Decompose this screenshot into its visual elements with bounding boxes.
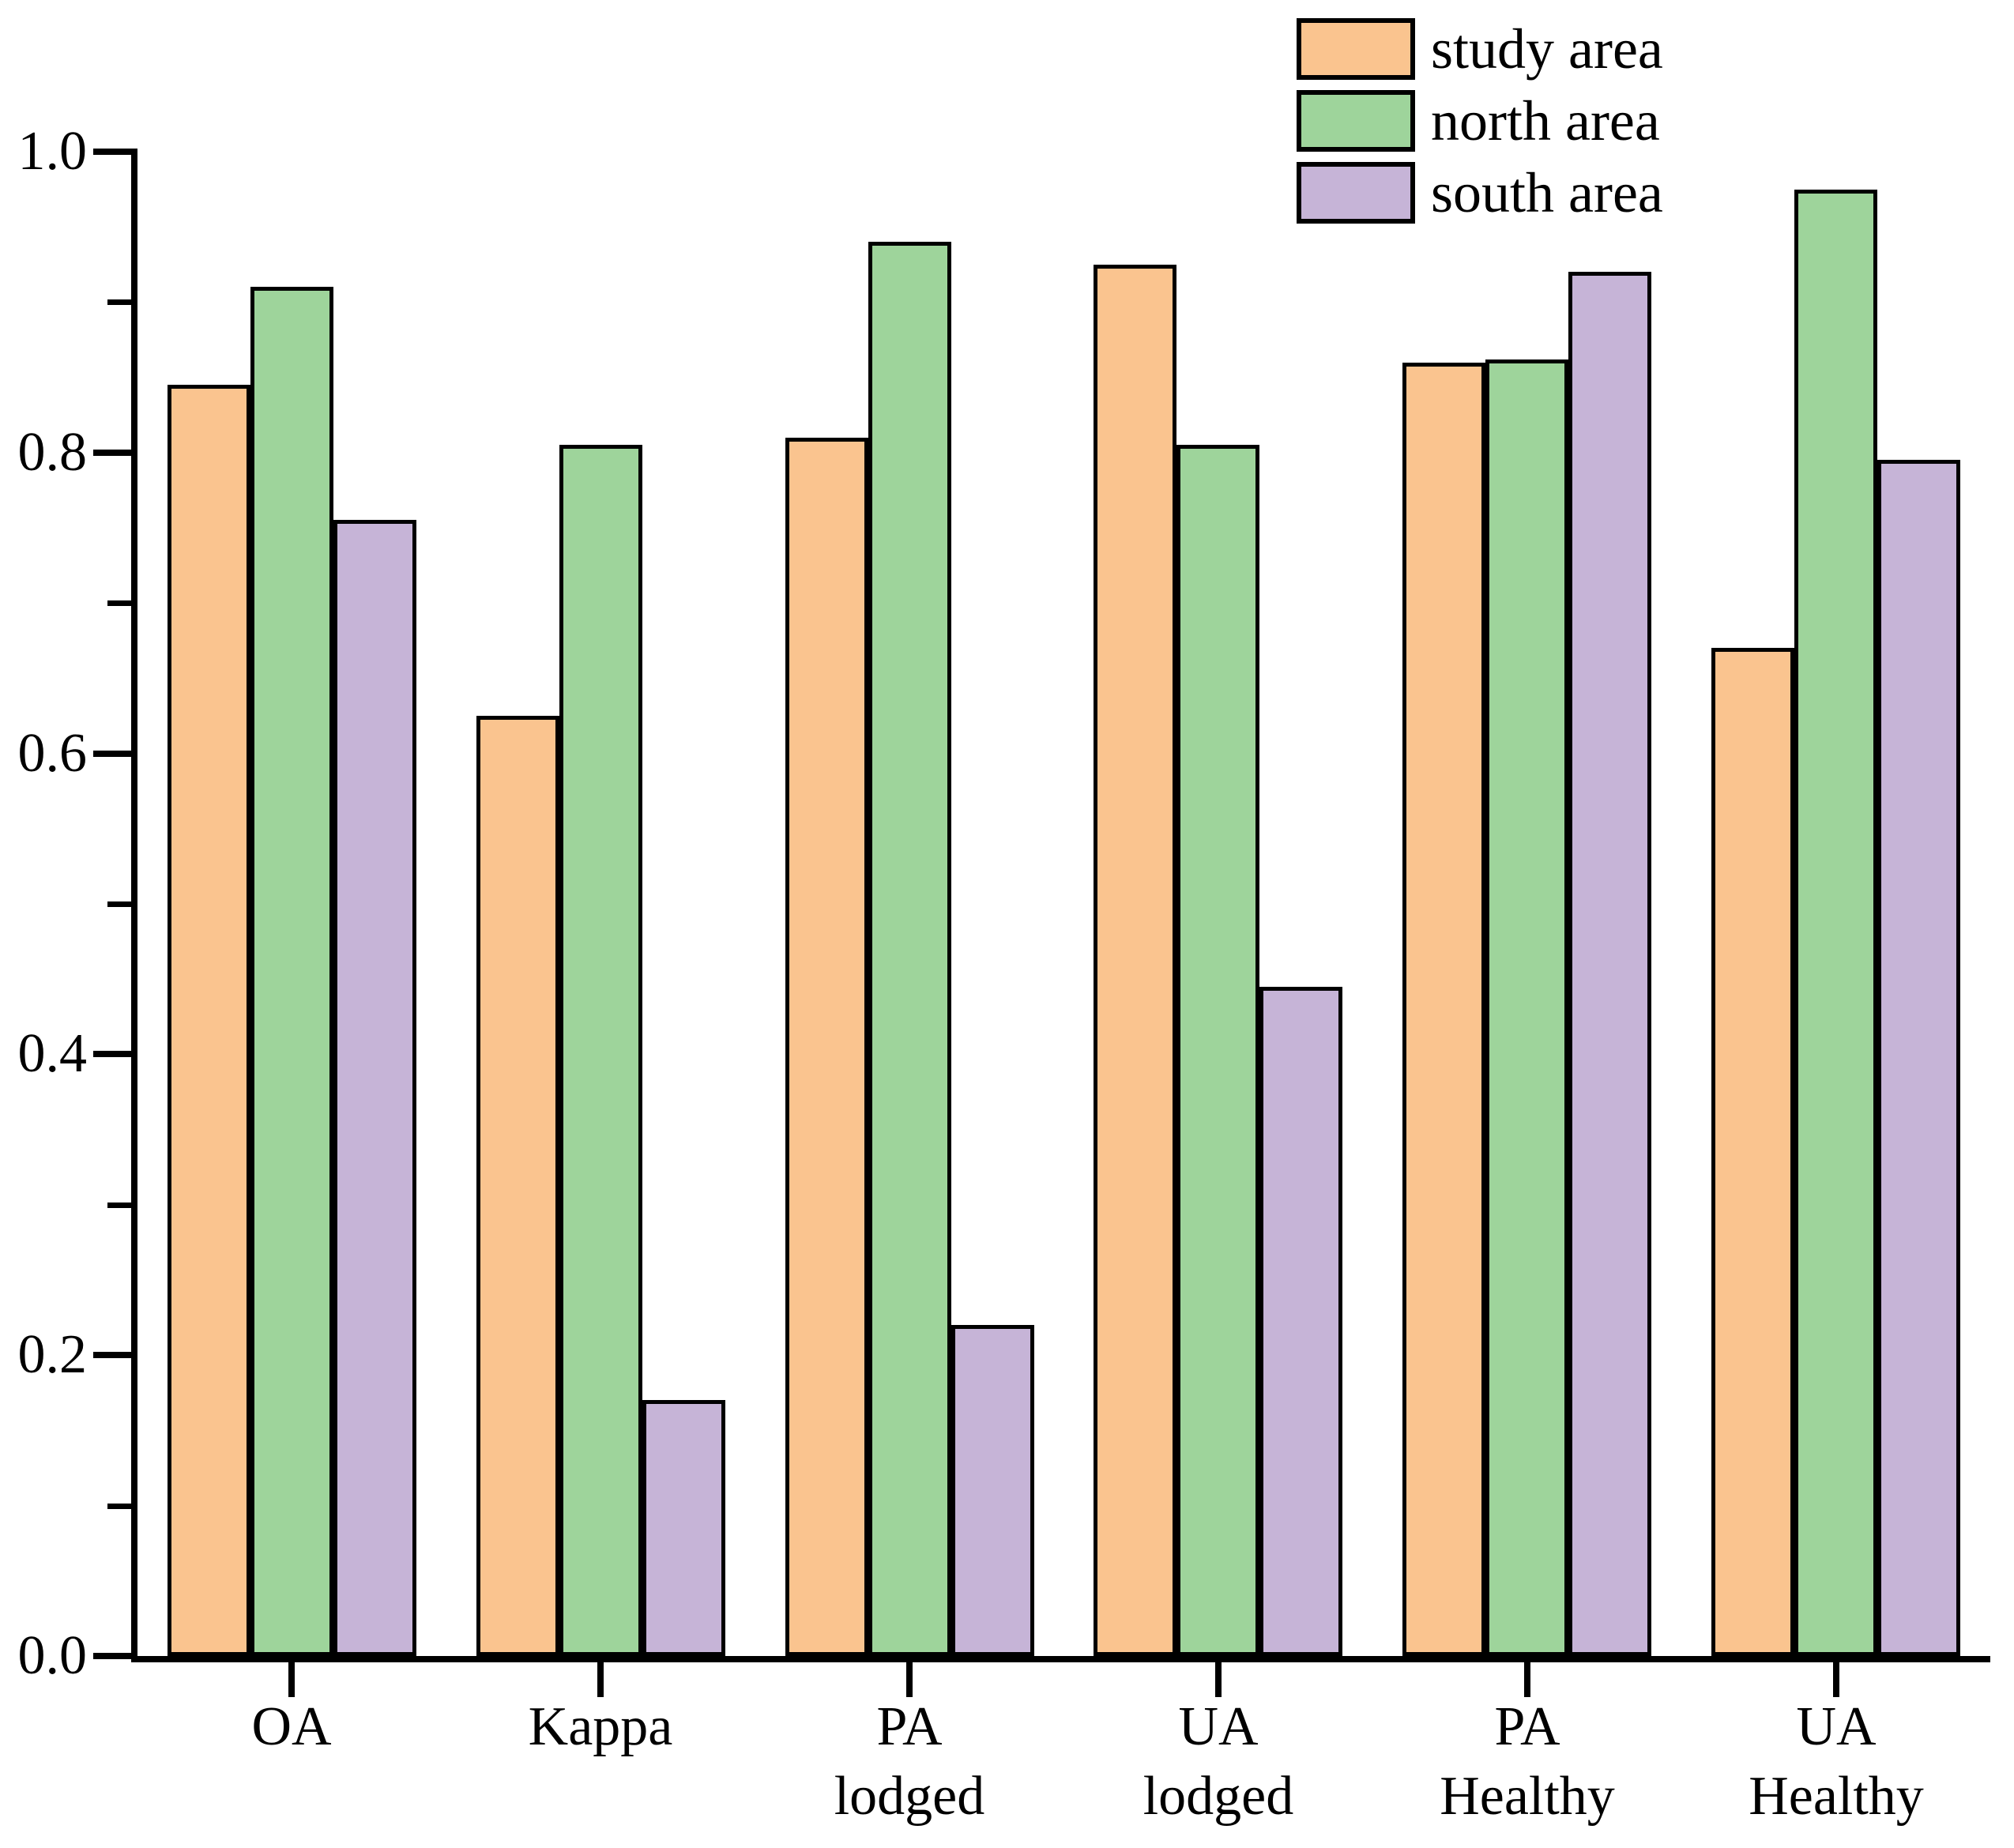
category-label-line1: PA	[876, 1696, 943, 1757]
legend-item-study-area: study area	[1297, 17, 1663, 81]
legend: study area north area south area	[1297, 17, 1663, 233]
x-category-label-oa: OA	[94, 1692, 489, 1762]
x-tick	[1833, 1662, 1839, 1697]
x-tick	[1524, 1662, 1530, 1697]
y-major-tick	[93, 751, 131, 757]
bar-south-area-oa	[333, 520, 416, 1656]
legend-swatch-north-area	[1297, 90, 1415, 152]
category-label-line1: OA	[251, 1696, 332, 1757]
x-axis-spine	[131, 1656, 1990, 1662]
x-tick	[288, 1662, 295, 1697]
bar-south-area-ua-healthy	[1877, 460, 1960, 1656]
x-category-label-kappa: Kappa	[403, 1692, 798, 1762]
y-axis-spine	[131, 149, 137, 1662]
category-label-line1: Kappa	[528, 1696, 673, 1757]
category-label-line1: UA	[1178, 1696, 1259, 1757]
y-minor-tick	[107, 299, 131, 305]
category-label-line1: PA	[1494, 1696, 1560, 1757]
bar-north-area-ua-lodged	[1176, 445, 1259, 1656]
x-tick	[1215, 1662, 1222, 1697]
bar-south-area-pa-healthy	[1568, 272, 1651, 1656]
y-minor-tick	[107, 1504, 131, 1509]
legend-swatch-south-area	[1297, 162, 1415, 224]
bar-study-area-kappa	[476, 716, 559, 1656]
y-tick-label: 0.6	[17, 723, 88, 784]
bar-north-area-pa-lodged	[868, 242, 951, 1656]
y-major-tick	[93, 1352, 131, 1358]
category-label-line2: lodged	[834, 1766, 985, 1827]
legend-label: south area	[1431, 161, 1663, 224]
y-major-tick	[93, 450, 131, 456]
bar-south-area-ua-lodged	[1259, 987, 1342, 1656]
y-tick-label: 0.4	[17, 1023, 88, 1084]
category-label-line1: UA	[1796, 1696, 1877, 1757]
bar-study-area-ua-lodged	[1094, 265, 1176, 1656]
y-tick-label: 0.8	[17, 422, 88, 483]
y-tick-label: 1.0	[17, 121, 88, 182]
y-minor-tick	[107, 901, 131, 907]
legend-swatch-study-area	[1297, 18, 1415, 80]
x-category-label-ua-lodged: UA lodged	[1021, 1692, 1416, 1831]
x-category-label-ua-healthy: UA Healthy	[1639, 1692, 2014, 1831]
y-major-tick	[93, 1653, 131, 1659]
legend-item-north-area: north area	[1297, 89, 1663, 152]
bar-study-area-pa-lodged	[785, 438, 868, 1656]
bar-south-area-pa-lodged	[951, 1325, 1034, 1656]
x-category-label-pa-healthy: PA Healthy	[1330, 1692, 1725, 1831]
bar-study-area-pa-healthy	[1402, 363, 1485, 1656]
bar-north-area-kappa	[559, 445, 642, 1656]
category-label-line2: Healthy	[1749, 1766, 1924, 1827]
bar-north-area-pa-healthy	[1485, 359, 1568, 1656]
x-category-label-pa-lodged: PA lodged	[712, 1692, 1107, 1831]
legend-label: north area	[1431, 89, 1660, 152]
bar-south-area-kappa	[642, 1400, 725, 1656]
x-tick	[906, 1662, 913, 1697]
y-major-tick	[93, 1051, 131, 1057]
y-minor-tick	[107, 1203, 131, 1208]
legend-item-south-area: south area	[1297, 161, 1663, 224]
y-tick-label: 0.2	[17, 1324, 88, 1385]
category-label-line2: lodged	[1143, 1766, 1294, 1827]
bar-study-area-oa	[168, 385, 250, 1656]
category-label-line2: Healthy	[1440, 1766, 1615, 1827]
x-tick	[597, 1662, 604, 1697]
y-minor-tick	[107, 600, 131, 606]
legend-label: study area	[1431, 17, 1663, 81]
bar-north-area-ua-healthy	[1794, 190, 1877, 1656]
y-tick-label: 0.0	[17, 1625, 88, 1686]
bar-north-area-oa	[250, 287, 333, 1656]
y-major-tick	[93, 149, 131, 155]
bar-study-area-ua-healthy	[1711, 648, 1794, 1656]
